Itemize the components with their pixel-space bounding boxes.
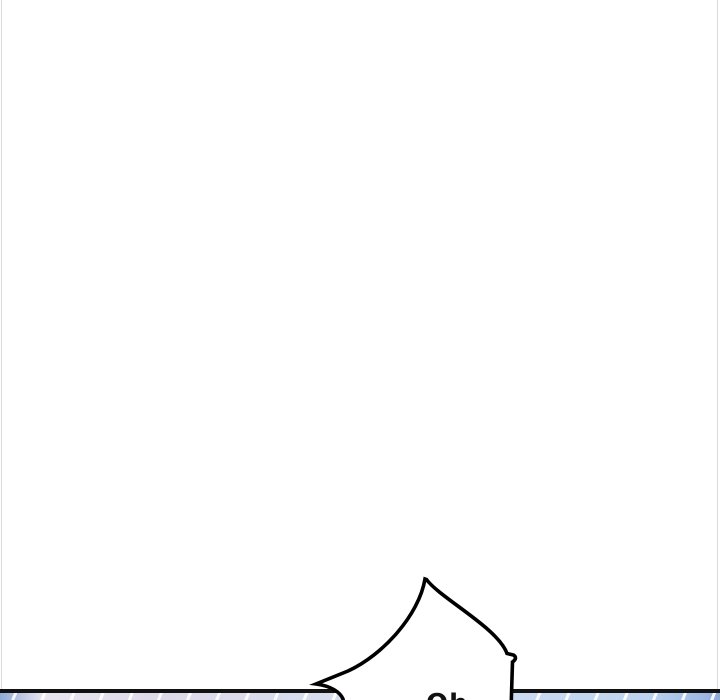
speech-bubble-text: Oh: [426, 691, 469, 700]
page-edge-right: [717, 0, 718, 700]
speech-bubble-outline: [309, 576, 518, 700]
speech-bubble: [309, 576, 518, 700]
page-edge-left: [1, 0, 2, 700]
